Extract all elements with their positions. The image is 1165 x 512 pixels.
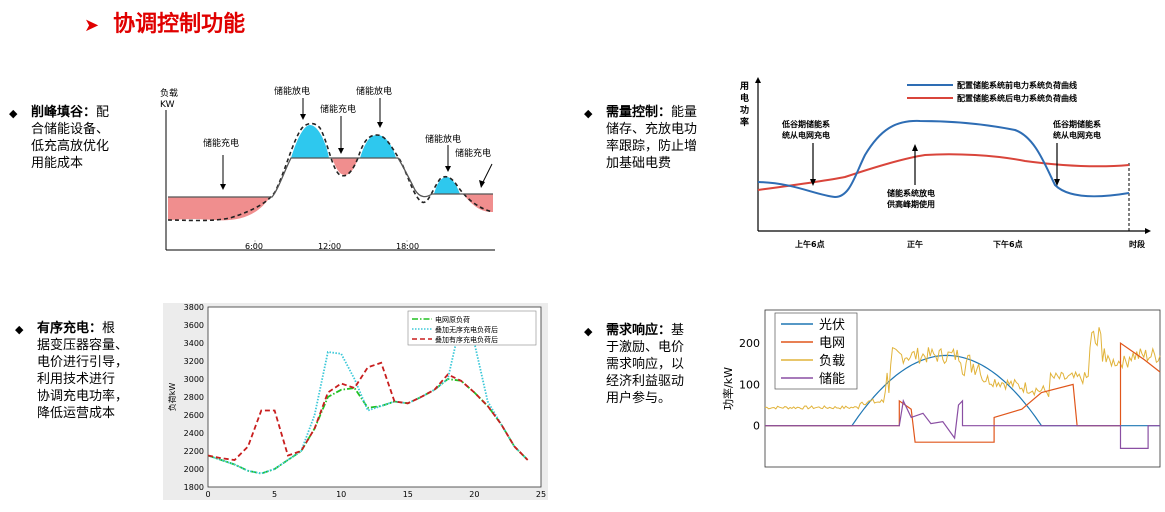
y-tick-label: 100 bbox=[739, 378, 760, 391]
peak-shaving-diagram: 负载 KW 储能充电 储能放电 储能充电 储能放电 储能放电 储能充电 6:00… bbox=[160, 85, 495, 251]
page-title: ➤ 协调控制功能 bbox=[84, 12, 246, 37]
bullet-peak-shaving: ◆ 削峰填谷：配 合储能设备、 低充高放优化 用能成本 bbox=[9, 105, 110, 171]
arrow-head-icon bbox=[912, 144, 918, 151]
x-tick-period: 时段 bbox=[1129, 239, 1145, 249]
y-tick-label: 2000 bbox=[184, 465, 204, 474]
label-charge-1: 储能充电 bbox=[203, 137, 239, 149]
y-tick-label: 3000 bbox=[184, 375, 204, 384]
legend-label-before: 配置储能系统前电力系统负荷曲线 bbox=[957, 80, 1077, 90]
arrow-right-icon: ➤ bbox=[84, 15, 100, 36]
arrow-head-icon bbox=[220, 184, 226, 190]
arrow-head-icon bbox=[479, 180, 485, 188]
arrow-head-icon bbox=[1054, 179, 1060, 186]
series-line-3 bbox=[207, 361, 529, 461]
legend-label: 储能 bbox=[819, 372, 845, 387]
discharge-area-1 bbox=[291, 125, 329, 158]
arrow-head-icon bbox=[810, 179, 816, 186]
tick-6: 6:00 bbox=[245, 242, 263, 251]
before-curve bbox=[757, 119, 1130, 199]
y-label-char: 率 bbox=[740, 116, 749, 128]
discharge-area-2 bbox=[360, 135, 396, 158]
legend-label: 叠加无序充电负荷后 bbox=[435, 325, 498, 334]
tick-12: 12:00 bbox=[318, 242, 341, 251]
x-tick-label: 20 bbox=[469, 490, 479, 499]
axis-arrow-icon bbox=[755, 77, 761, 83]
arrow-head-icon bbox=[338, 148, 344, 154]
arrow-head-icon bbox=[300, 114, 306, 120]
arrow-down-icon bbox=[481, 163, 493, 185]
arrow-head-icon bbox=[445, 166, 451, 172]
x-tick-label: 0 bbox=[205, 490, 210, 499]
label-discharge-2: 储能放电 bbox=[356, 85, 392, 97]
y-tick-label: 200 bbox=[739, 337, 760, 350]
diamond-bullet-icon: ◆ bbox=[584, 107, 593, 120]
legend-label: 电网 bbox=[819, 336, 845, 351]
y-label-char: 用 bbox=[739, 81, 749, 92]
axis-arrow-icon bbox=[1145, 228, 1151, 234]
tick-18: 18:00 bbox=[396, 242, 419, 251]
charge-area-1 bbox=[168, 197, 270, 221]
label-discharge-3: 储能放电 bbox=[425, 133, 461, 145]
legend-label: 电网原负荷 bbox=[435, 315, 470, 324]
legend-label-after: 配置储能系统后电力系统负荷曲线 bbox=[957, 93, 1077, 103]
x-tick-evening: 下午6点 bbox=[993, 239, 1023, 249]
annotation-left-1: 低谷期储能系 bbox=[781, 119, 830, 129]
y-tick-label: 2800 bbox=[184, 393, 204, 402]
diamond-bullet-icon: ◆ bbox=[15, 323, 24, 336]
label-charge-2: 储能充电 bbox=[320, 103, 356, 115]
x-tick-label: 10 bbox=[336, 490, 346, 499]
legend-box bbox=[774, 312, 858, 390]
y-tick-label: 0 bbox=[753, 420, 760, 433]
series-pv bbox=[764, 354, 1161, 427]
label-discharge-1: 储能放电 bbox=[274, 85, 310, 97]
x-tick-label: 15 bbox=[403, 490, 413, 499]
charge-area-3 bbox=[463, 194, 493, 212]
x-tick-morning: 上午6点 bbox=[795, 239, 825, 249]
annotation-mid-1: 储能系统放电 bbox=[886, 188, 935, 198]
annotation-right-1: 低谷期储能系 bbox=[1052, 119, 1101, 129]
after-curve bbox=[757, 153, 1130, 191]
y-tick-label: 2400 bbox=[184, 429, 204, 438]
demand-control-diagram: 用 电 功 率 配置储能系统前电力系统负荷曲线 配置储能系统后电力系统负荷曲线 … bbox=[739, 77, 1151, 249]
y-tick-label: 3600 bbox=[184, 321, 204, 330]
y-tick-label: 2200 bbox=[184, 447, 204, 456]
annotation-mid-2: 供高峰期使用 bbox=[886, 199, 935, 209]
legend-label: 负载 bbox=[819, 354, 845, 369]
series-line-1 bbox=[207, 378, 529, 475]
x-tick-noon: 正午 bbox=[907, 239, 923, 249]
annotation-right-2: 统从电网充电 bbox=[1053, 130, 1101, 140]
bullet-ordered-charging: ◆ 有序充电：根 据变压器容量、 电价进行引导， 利用技术进行 协调充电功率， … bbox=[15, 321, 129, 421]
y-axis-label: 负载 bbox=[160, 87, 178, 99]
ordered-charging-chart: 1800 2000 2200 2400 2600 2800 3000 3200 3400 3600… bbox=[163, 303, 548, 500]
discharge-area-3 bbox=[434, 177, 460, 194]
y-axis-label: 负荷kW bbox=[167, 383, 177, 412]
y-axis-unit: KW bbox=[160, 100, 175, 110]
x-tick-label: 25 bbox=[536, 490, 546, 499]
shaved-load-curve bbox=[168, 157, 493, 198]
bullet-demand-control: ◆ 需量控制：能量 储存、充放电功 率跟踪，防止增 加基础电费 bbox=[584, 105, 698, 171]
arrow-head-icon bbox=[377, 122, 383, 128]
y-tick-label: 2600 bbox=[184, 411, 204, 420]
y-label-char: 电 bbox=[740, 92, 749, 104]
bullet-demand-response: ◆ 需求响应：基 于激励、电价 需求响应，以 经济利益驱动 用户参与。 bbox=[584, 323, 685, 406]
diamond-bullet-icon: ◆ bbox=[584, 325, 593, 338]
y-axis-label: 功率/kW bbox=[721, 367, 735, 410]
series-load bbox=[764, 327, 1161, 410]
y-tick-label: 3200 bbox=[184, 357, 204, 366]
annotation-left-2: 统从电网充电 bbox=[782, 130, 830, 140]
y-tick-label: 1800 bbox=[184, 483, 204, 492]
y-tick-label: 3400 bbox=[184, 339, 204, 348]
diamond-bullet-icon: ◆ bbox=[9, 107, 18, 120]
y-tick-label: 3800 bbox=[184, 303, 204, 312]
label-charge-3: 储能充电 bbox=[455, 147, 491, 159]
y-label-char: 功 bbox=[740, 104, 749, 116]
x-tick-label: 5 bbox=[272, 490, 277, 499]
series-storage bbox=[765, 398, 1160, 449]
legend-label: 光伏 bbox=[819, 318, 845, 333]
legend-label: 叠加有序充电负荷后 bbox=[435, 335, 498, 344]
